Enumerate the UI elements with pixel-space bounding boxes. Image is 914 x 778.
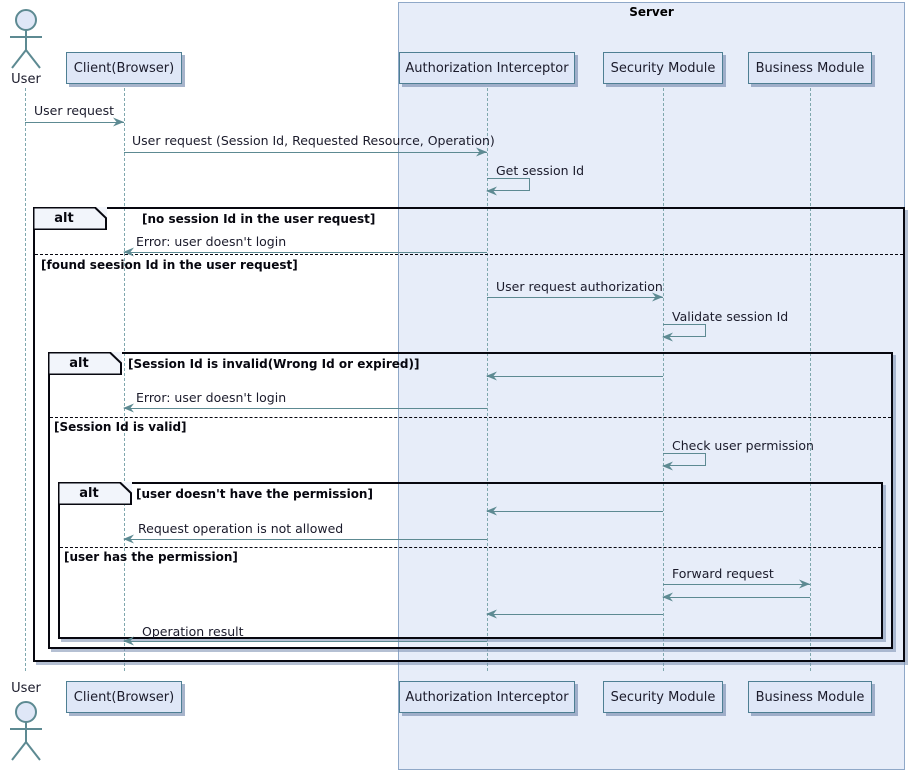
participant-security-top[interactable]: Security Module bbox=[603, 52, 723, 84]
self-message-get-session-id bbox=[487, 178, 530, 191]
message-line-user-request-details bbox=[124, 152, 487, 153]
message-line-operation-not-allowed bbox=[124, 539, 487, 540]
message-label-user-request-details: User request (Session Id, Requested Reso… bbox=[132, 133, 495, 148]
lifeline-business bbox=[810, 88, 811, 671]
participant-client-top-label: Client(Browser) bbox=[73, 60, 175, 76]
message-line-forward-request bbox=[663, 584, 810, 585]
pentagon-tab-icon bbox=[58, 482, 132, 505]
arrowhead-right-icon bbox=[113, 117, 124, 127]
participant-security-top-label: Security Module bbox=[610, 60, 716, 76]
participant-business-bottom-label: Business Module bbox=[755, 689, 865, 705]
message-line-business-return bbox=[663, 597, 810, 598]
message-line-error-no-login-2 bbox=[124, 408, 487, 409]
participant-business-top-label: Business Module bbox=[755, 60, 865, 76]
message-line-operation-result bbox=[124, 641, 487, 642]
stick-figure-icon bbox=[10, 9, 42, 69]
lifeline-security bbox=[663, 88, 664, 671]
participant-interceptor-bottom[interactable]: Authorization Interceptor bbox=[399, 681, 575, 713]
message-line-session-invalid-return bbox=[487, 376, 663, 377]
arrowhead-left-icon bbox=[123, 247, 134, 257]
message-label-forward-request: Forward request bbox=[672, 566, 774, 581]
alt-fragment-permission: alt [user doesn't have the permission] [… bbox=[58, 482, 883, 639]
alt-fragment-outer: alt [no session Id in the user request] … bbox=[33, 207, 905, 662]
pentagon-tab-icon bbox=[48, 352, 122, 375]
arrowhead-left-icon bbox=[662, 461, 673, 471]
alt-fragment-session: alt [Session Id is invalid(Wrong Id or e… bbox=[48, 352, 893, 649]
arrowhead-left-icon bbox=[486, 186, 497, 196]
participant-business-bottom[interactable]: Business Module bbox=[748, 681, 872, 713]
lifeline-client bbox=[124, 88, 125, 671]
alt-fragment-outer-guard-1: [no session Id in the user request] bbox=[142, 212, 376, 226]
actor-user-top bbox=[2, 8, 50, 70]
message-label-operation-result: Operation result bbox=[142, 624, 244, 639]
message-label-error-no-login-1: Error: user doesn't login bbox=[136, 234, 287, 249]
alt-fragment-permission-divider bbox=[60, 547, 881, 548]
arrowhead-left-icon bbox=[123, 636, 134, 646]
stick-figure-icon bbox=[10, 701, 42, 761]
arrowhead-left-icon bbox=[486, 506, 497, 516]
participant-interceptor-top-label: Authorization Interceptor bbox=[405, 60, 569, 76]
alt-fragment-permission-guard-2: [user has the permission] bbox=[64, 550, 238, 564]
arrowhead-left-icon bbox=[123, 534, 134, 544]
alt-fragment-permission-tab: alt bbox=[58, 482, 132, 505]
alt-fragment-session-operator: alt bbox=[69, 355, 89, 371]
arrowhead-left-icon bbox=[123, 403, 134, 413]
participant-security-bottom[interactable]: Security Module bbox=[603, 681, 723, 713]
participant-business-top[interactable]: Business Module bbox=[748, 52, 872, 84]
message-label-operation-not-allowed: Request operation is not allowed bbox=[138, 521, 344, 536]
message-label-user-request-authorization: User request authorization bbox=[496, 279, 663, 294]
lifeline-user bbox=[25, 88, 26, 671]
message-label-get-session-id: Get session Id bbox=[496, 163, 585, 178]
alt-fragment-session-tab: alt bbox=[48, 352, 122, 375]
alt-fragment-session-divider bbox=[50, 417, 891, 418]
alt-fragment-outer-tab: alt bbox=[33, 207, 107, 230]
participant-security-bottom-label: Security Module bbox=[610, 689, 716, 705]
message-line-user-request bbox=[25, 122, 124, 123]
message-label-error-no-login-2: Error: user doesn't login bbox=[136, 390, 287, 405]
message-line-error-no-login-1 bbox=[124, 252, 487, 253]
message-line-permission-denied-return bbox=[487, 511, 663, 512]
arrowhead-left-icon bbox=[486, 609, 497, 619]
arrowhead-left-icon bbox=[486, 371, 497, 381]
lifeline-interceptor bbox=[487, 88, 488, 671]
alt-fragment-session-guard-1: [Session Id is invalid(Wrong Id or expir… bbox=[128, 357, 420, 371]
actor-user-bottom bbox=[2, 700, 50, 762]
alt-fragment-outer-operator: alt bbox=[54, 210, 74, 226]
message-line-security-return bbox=[487, 614, 663, 615]
arrowhead-right-icon bbox=[799, 579, 810, 589]
actor-user-bottom-label: User bbox=[11, 681, 41, 696]
actor-user-top-label: User bbox=[11, 72, 41, 87]
arrowhead-right-icon bbox=[476, 147, 487, 157]
alt-fragment-outer-divider bbox=[35, 254, 903, 255]
alt-fragment-session-guard-2: [Session Id is valid] bbox=[54, 420, 187, 434]
alt-fragment-outer-guard-2: [found seesion Id in the user request] bbox=[41, 258, 298, 272]
server-group-box bbox=[398, 2, 905, 770]
participant-interceptor-top[interactable]: Authorization Interceptor bbox=[399, 52, 575, 84]
message-label-user-request: User request bbox=[34, 103, 114, 118]
pentagon-tab-icon bbox=[33, 207, 107, 230]
message-label-check-user-permission: Check user permission bbox=[672, 438, 814, 453]
participant-interceptor-bottom-label: Authorization Interceptor bbox=[405, 689, 569, 705]
arrowhead-left-icon bbox=[662, 332, 673, 342]
arrowhead-left-icon bbox=[662, 592, 673, 602]
participant-client-top[interactable]: Client(Browser) bbox=[66, 52, 182, 84]
self-message-check-user-permission bbox=[663, 453, 706, 466]
participant-client-bottom[interactable]: Client(Browser) bbox=[66, 681, 182, 713]
participant-client-bottom-label: Client(Browser) bbox=[73, 689, 175, 705]
arrowhead-right-icon bbox=[652, 292, 663, 302]
message-line-user-request-authorization bbox=[487, 297, 663, 298]
self-message-validate-session-id bbox=[663, 324, 706, 337]
message-label-validate-session-id: Validate session Id bbox=[672, 309, 789, 324]
alt-fragment-permission-operator: alt bbox=[79, 485, 99, 501]
alt-fragment-permission-guard-1: [user doesn't have the permission] bbox=[136, 487, 373, 501]
server-group-title: Server bbox=[629, 5, 674, 19]
